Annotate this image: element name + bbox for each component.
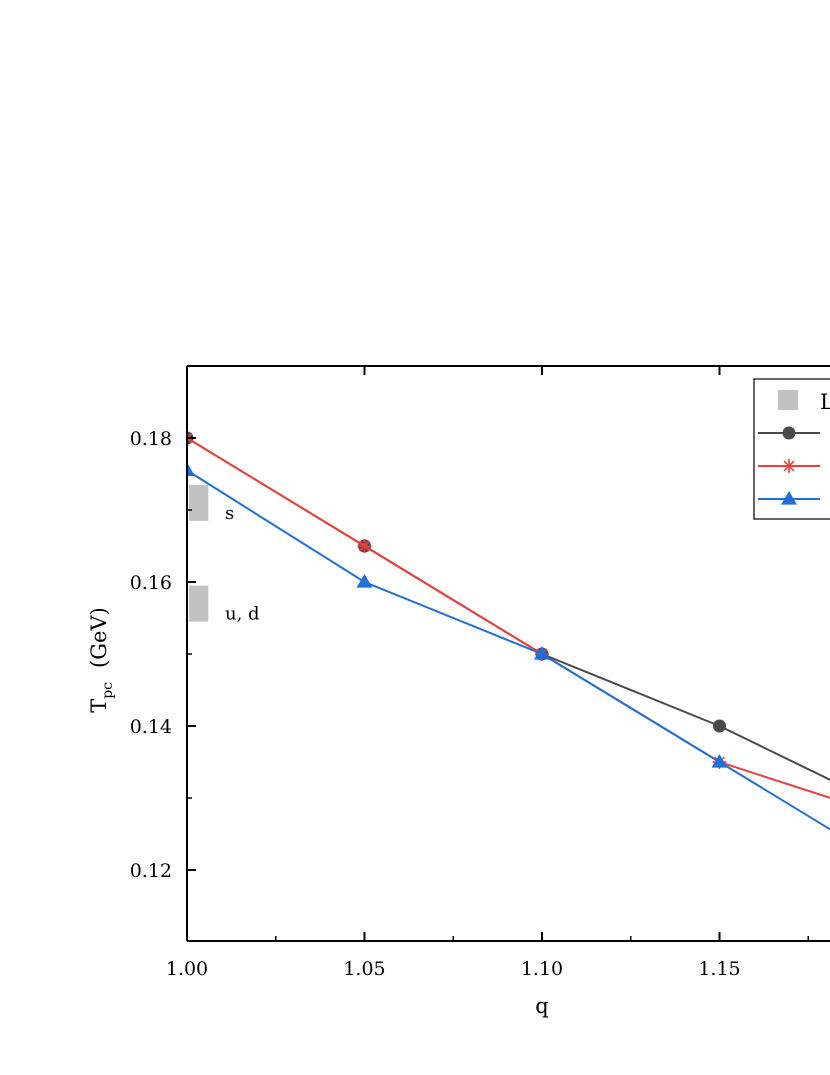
band-1 [189, 585, 209, 622]
y-axis-title-main: T [87, 699, 111, 713]
band-label-1: u, d [225, 604, 260, 625]
y-axis-title-sub: pc [100, 682, 116, 699]
x-axis-title: q [535, 994, 548, 1018]
x-tick-label-1: 1.05 [343, 958, 385, 980]
series-line-0 [187, 437, 830, 781]
series-0-point-3 [713, 719, 726, 733]
y-tick-label-1: 0.14 [130, 716, 172, 738]
y-axis-title: Tpc (GeV) [87, 607, 116, 713]
series-2-point-3 [711, 754, 728, 768]
y-tick-label-0: 0.12 [130, 860, 172, 882]
band-label-0: s [225, 503, 234, 524]
series-line-2 [187, 469, 830, 831]
series-1-point-1 [357, 539, 372, 553]
svg-text:Tpc(GeV): Tpc (GeV) [87, 607, 116, 713]
legend-marker-2 [782, 459, 796, 473]
x-tick-label-0: 1.00 [166, 958, 208, 980]
axes [186, 365, 830, 942]
legend: L [753, 378, 830, 520]
y-tick-label-2: 0.16 [130, 572, 172, 594]
legend-marker-3 [781, 491, 797, 505]
y-tick-label-3: 0.18 [130, 428, 172, 450]
series-2-point-2 [534, 646, 550, 660]
band-0 [189, 484, 209, 521]
y-axis-title-unit: (GeV) [87, 607, 111, 668]
lattice-bands: s u, d [189, 484, 260, 625]
series-2-point-1 [356, 574, 373, 588]
legend-swatch-0 [778, 390, 798, 410]
x-tick-label-3: 1.15 [698, 958, 740, 980]
x-tick-label-2: 1.10 [521, 958, 563, 980]
series-layer [187, 431, 830, 831]
ticks: 1.00 1.05 1.10 1.15 0.12 0.14 0.16 0.18 [130, 366, 809, 980]
legend-label-0: L [820, 390, 830, 414]
legend-marker-1 [782, 426, 796, 440]
series-line-1 [187, 437, 830, 799]
series-2-point-0 [187, 462, 195, 476]
